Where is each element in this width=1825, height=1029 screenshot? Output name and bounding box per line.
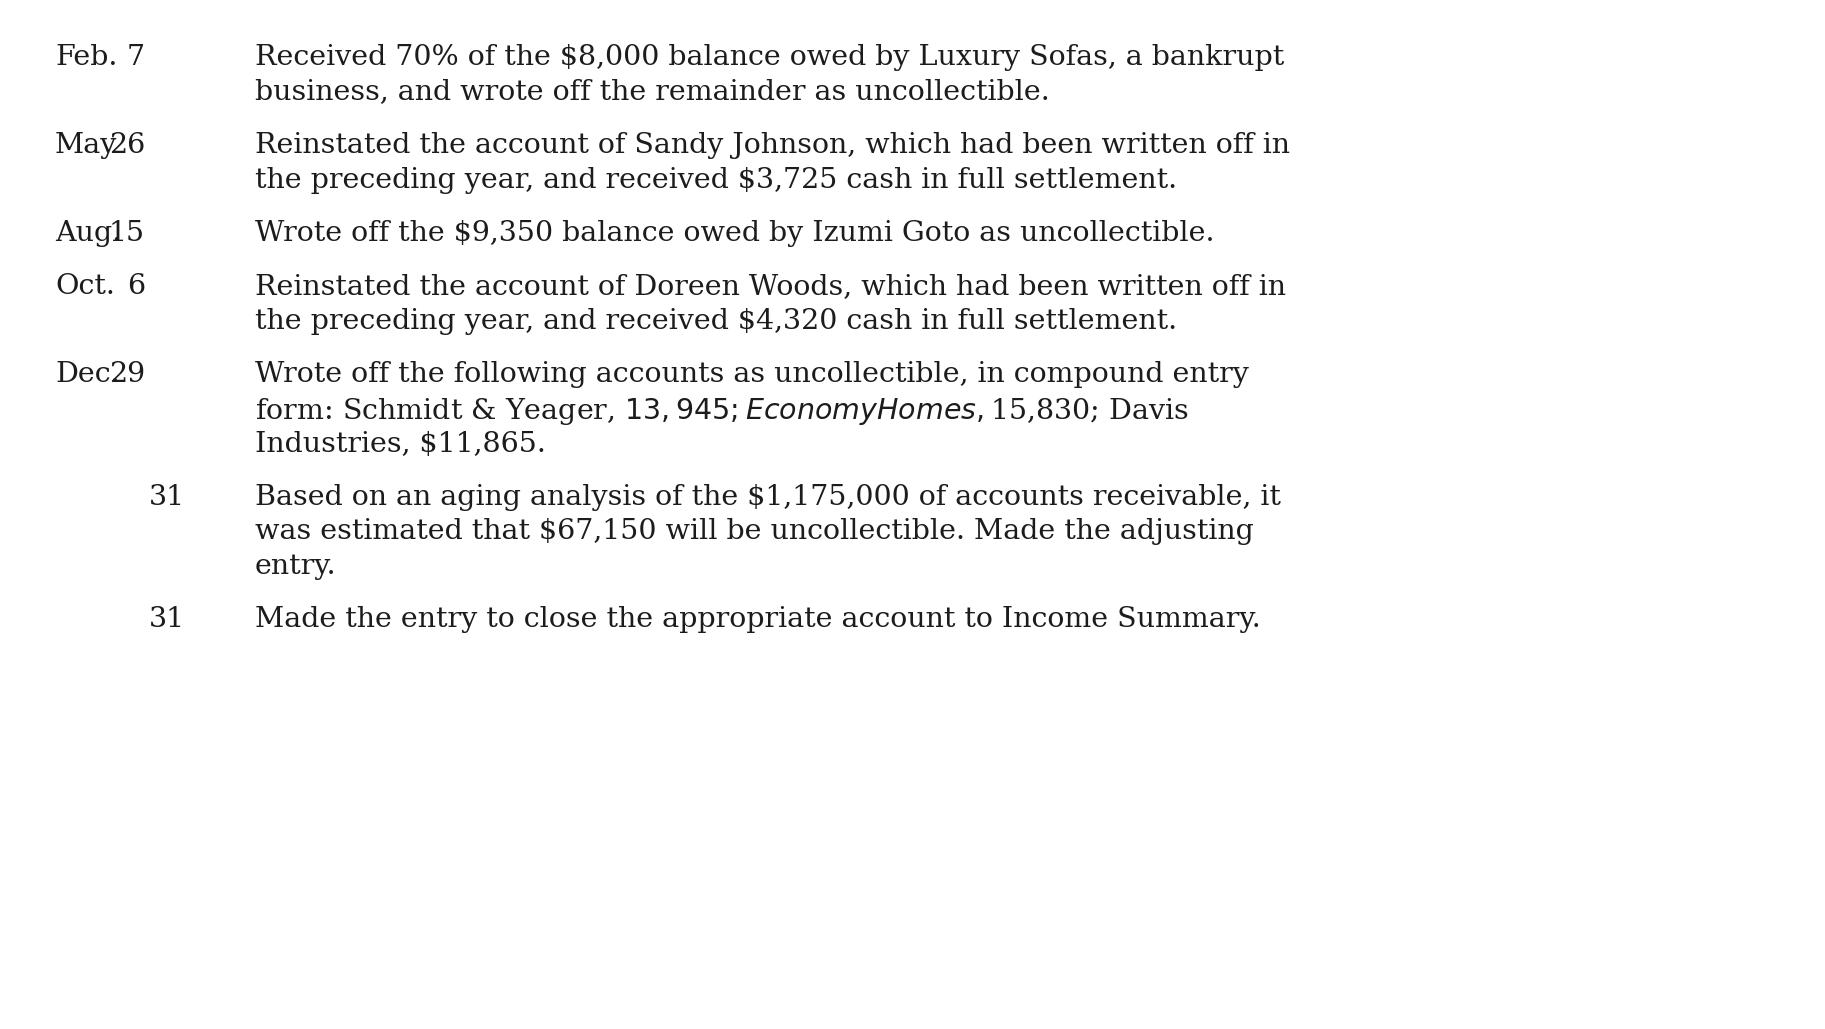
Text: Industries, $11,865.: Industries, $11,865.: [256, 430, 546, 458]
Text: entry.: entry.: [256, 553, 336, 580]
Text: Aug.: Aug.: [55, 220, 120, 247]
Text: Feb.: Feb.: [55, 44, 117, 71]
Text: Dec.: Dec.: [55, 361, 120, 389]
Text: business, and wrote off the remainder as uncollectible.: business, and wrote off the remainder as…: [256, 78, 1049, 106]
Text: Wrote off the $9,350 balance owed by Izumi Goto as uncollectible.: Wrote off the $9,350 balance owed by Izu…: [256, 220, 1214, 247]
Text: Reinstated the account of Doreen Woods, which had been written off in: Reinstated the account of Doreen Woods, …: [256, 274, 1287, 300]
Text: Based on an aging analysis of the $1,175,000 of accounts receivable, it: Based on an aging analysis of the $1,175…: [256, 484, 1281, 511]
Text: 31: 31: [150, 606, 184, 634]
Text: 7: 7: [128, 44, 144, 71]
Text: the preceding year, and received $4,320 cash in full settlement.: the preceding year, and received $4,320 …: [256, 308, 1177, 335]
Text: Received 70% of the $8,000 balance owed by Luxury Sofas, a bankrupt: Received 70% of the $8,000 balance owed …: [256, 44, 1285, 71]
Text: 15: 15: [110, 220, 144, 247]
Text: was estimated that $67,150 will be uncollectible. Made the adjusting: was estimated that $67,150 will be uncol…: [256, 519, 1254, 545]
Text: 31: 31: [150, 484, 184, 511]
Text: 29: 29: [110, 361, 144, 389]
Text: May: May: [55, 132, 117, 159]
Text: Wrote off the following accounts as uncollectible, in compound entry: Wrote off the following accounts as unco…: [256, 361, 1248, 389]
Text: 26: 26: [110, 132, 144, 159]
Text: Oct.: Oct.: [55, 274, 115, 300]
Text: the preceding year, and received $3,725 cash in full settlement.: the preceding year, and received $3,725 …: [256, 167, 1177, 193]
Text: 6: 6: [128, 274, 144, 300]
Text: Made the entry to close the appropriate account to Income Summary.: Made the entry to close the appropriate …: [256, 606, 1261, 634]
Text: Reinstated the account of Sandy Johnson, which had been written off in: Reinstated the account of Sandy Johnson,…: [256, 132, 1290, 159]
Text: form: Schmidt & Yeager, $13,945; Economy Homes, $15,830; Davis: form: Schmidt & Yeager, $13,945; Economy…: [256, 396, 1188, 427]
